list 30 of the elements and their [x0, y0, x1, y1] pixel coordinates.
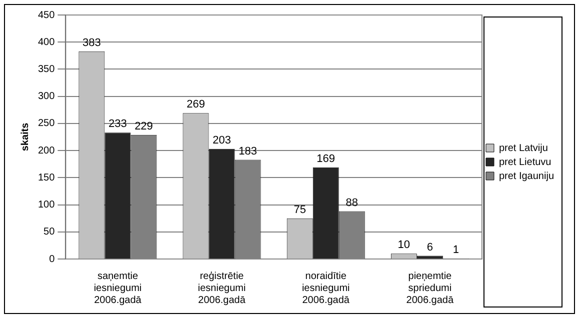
x-tick-label: pieņemtie spriedumi 2006.gadā: [406, 270, 454, 306]
data-label: 203: [212, 134, 231, 146]
data-label: 233: [108, 118, 127, 130]
legend-label: pret Lietuvu: [498, 156, 552, 168]
data-label: 229: [134, 120, 153, 132]
y-tick-label: 300: [38, 91, 56, 102]
data-label: 1: [452, 244, 460, 256]
legend-label: pret Latviju: [498, 142, 548, 154]
x-tick-label: noraidītie iesniegumi 2006.gadā: [302, 270, 350, 306]
data-label: 383: [82, 36, 101, 49]
data-label: 169: [316, 152, 336, 165]
data-label: 10: [398, 239, 410, 252]
y-tick-label: 0: [49, 254, 56, 265]
y-tick-label: 250: [38, 118, 56, 130]
y-tick-label: 450: [38, 10, 56, 21]
data-label: 183: [238, 145, 257, 158]
y-axis-title: skaits: [20, 122, 31, 152]
legend-label: pret Igauniju: [498, 170, 554, 182]
y-tick-label: 350: [38, 64, 56, 75]
y-tick-label: 50: [44, 226, 56, 238]
data-label: 6: [426, 241, 433, 254]
data-label: 75: [294, 204, 306, 216]
x-tick-label: reģistrētie iesniegumi 2006.gadā: [198, 270, 246, 306]
y-tick-label: 100: [38, 200, 56, 211]
x-tick-label: saņemtie iesniegumi 2006.gadā: [94, 270, 142, 306]
y-tick-label: 400: [38, 36, 56, 48]
data-label: 269: [186, 98, 205, 111]
y-tick-label: 150: [38, 172, 56, 184]
data-label: 88: [346, 196, 358, 209]
y-tick-label: 200: [38, 145, 56, 156]
